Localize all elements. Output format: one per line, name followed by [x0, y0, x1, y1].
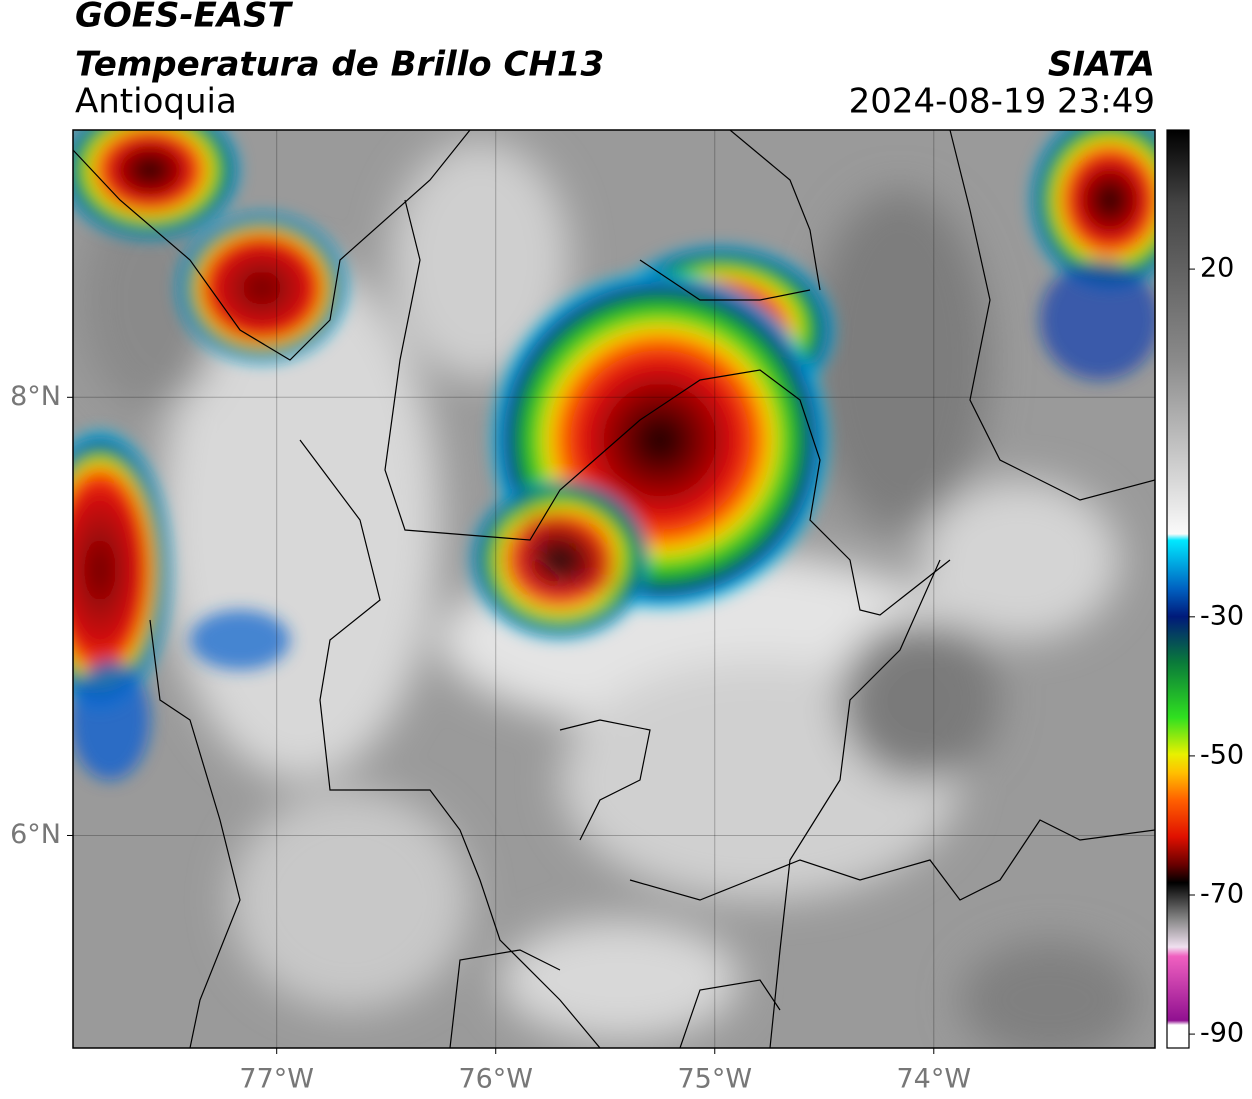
x-tick-label: 75°W — [677, 1064, 752, 1095]
colorbar-tick-label: -90 — [1200, 1018, 1244, 1049]
title: GOES-EAST — [75, 0, 294, 36]
source: SIATA — [1048, 45, 1155, 85]
map-frame — [72, 129, 1156, 1049]
y-tick-label: 6°N — [10, 819, 61, 850]
colorbar-tick-label: -30 — [1200, 600, 1244, 631]
satellite-image — [73, 130, 1155, 1048]
x-tick-label: 77°W — [239, 1064, 314, 1095]
x-tick-label: 74°W — [897, 1064, 972, 1095]
subtitle: Temperatura de Brillo CH13 — [75, 45, 604, 85]
colorbar-tick-label: -50 — [1200, 739, 1244, 770]
region: Antioquia — [75, 82, 237, 122]
colorbar — [1166, 129, 1190, 1049]
y-tick-label: 8°N — [10, 381, 61, 412]
colorbar-tick-label: -70 — [1200, 879, 1244, 910]
colorbar-tick-label: 20 — [1200, 253, 1234, 284]
x-tick-label: 76°W — [458, 1064, 533, 1095]
datetime: 2024-08-19 23:49 — [849, 82, 1155, 122]
